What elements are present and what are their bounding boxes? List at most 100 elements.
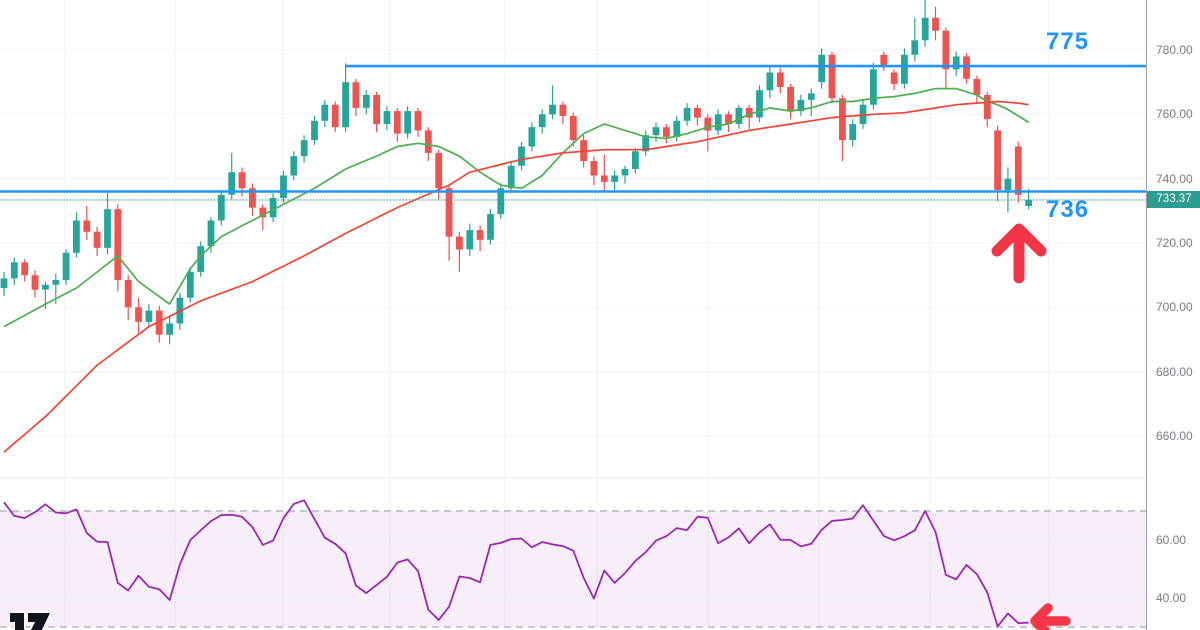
candle-body: [983, 95, 991, 120]
candle-body: [797, 99, 805, 112]
candle-body: [73, 220, 80, 253]
candle-body: [1004, 178, 1012, 190]
candle-body: [590, 161, 598, 176]
candle-body: [300, 140, 308, 157]
rsi-line[interactable]: [3, 499, 1029, 628]
candle-body: [311, 120, 318, 141]
candle-body: [1014, 146, 1022, 195]
candle-body: [207, 220, 215, 247]
price-axis[interactable]: 733.37 780.00 760.00 740.00 720.00 700.00 680…: [1146, 0, 1200, 630]
candle-body: [880, 54, 888, 67]
candle-body: [611, 175, 619, 182]
price-axis-label: 780.00: [1156, 43, 1193, 57]
candle-body: [166, 323, 173, 335]
candle-body: [352, 82, 360, 108]
candle-body: [569, 115, 577, 140]
candle-body: [145, 310, 153, 322]
candle-body: [228, 172, 236, 195]
candle-body: [269, 198, 277, 218]
price-axis-label: 720.00: [1156, 236, 1193, 250]
candle-body: [487, 214, 494, 240]
candle-body: [694, 107, 701, 118]
candle-body: [114, 209, 122, 280]
candle-body: [839, 98, 846, 141]
ma-fast-line[interactable]: [3, 87, 1030, 328]
candle-body: [828, 54, 836, 99]
candle-body: [414, 111, 422, 131]
candle-body: [342, 82, 349, 128]
level-label-775[interactable]: 775: [1046, 28, 1090, 55]
candle-body: [559, 104, 567, 116]
candle-body: [1025, 200, 1032, 206]
candle-body: [21, 262, 29, 276]
candle-body: [673, 120, 681, 137]
price-axis-label: 680.00: [1156, 364, 1193, 379]
tradingview-logo[interactable]: [8, 611, 52, 630]
candle-body: [238, 172, 246, 189]
tradingview-logo-glyph: [8, 611, 26, 630]
level-label-736[interactable]: 736: [1046, 196, 1090, 223]
candle-body: [155, 310, 163, 335]
candle-body: [704, 117, 712, 131]
candle-body: [994, 130, 1001, 190]
price-axis-label: 740.00: [1156, 171, 1193, 186]
candle-body: [321, 104, 329, 121]
candle-body: [104, 209, 111, 248]
candle-body: [683, 107, 691, 121]
candle-body: [466, 230, 474, 250]
candle-body: [911, 40, 919, 55]
arrow-up-annotation[interactable]: [991, 223, 1047, 284]
candle-body: [870, 69, 877, 105]
candle-body: [600, 175, 608, 182]
candle-body: [217, 194, 225, 221]
candle-body: [652, 127, 660, 136]
candle-body: [31, 275, 39, 290]
candle-body: [756, 90, 763, 118]
candle-body: [921, 17, 929, 41]
candle-body: [507, 165, 515, 189]
candle-body: [766, 72, 774, 91]
candle-body: [124, 280, 132, 308]
candle-body: [497, 188, 505, 214]
candle-body: [62, 252, 70, 280]
ma-slow-line[interactable]: [3, 100, 1029, 453]
rsi-axis-label: 60.00: [1156, 533, 1187, 547]
candle-body: [373, 95, 380, 124]
price-axis-label: 700.00: [1156, 300, 1193, 315]
candle-body: [745, 107, 753, 118]
candle-body: [807, 93, 815, 100]
candle-body: [0, 278, 8, 289]
candle-body: [424, 130, 432, 153]
candle-body: [528, 127, 536, 147]
candle-body: [849, 124, 857, 141]
candle-body: [932, 17, 939, 31]
candle-body: [714, 114, 722, 131]
candle-body: [632, 151, 639, 169]
rsi-axis-label: 40.00: [1156, 591, 1187, 605]
candle-body: [621, 169, 629, 176]
candle-body: [538, 114, 546, 128]
candle-body: [93, 231, 101, 248]
candle-body: [280, 175, 287, 198]
price-axis-label: 660.00: [1156, 429, 1193, 443]
candle-body: [135, 307, 142, 322]
candle-body: [52, 280, 60, 285]
candle-body: [186, 272, 194, 298]
candle-body: [83, 220, 91, 232]
candle-body: [890, 72, 898, 84]
candle-body: [197, 246, 205, 272]
candle-body: [42, 284, 49, 290]
candle-body: [549, 104, 556, 115]
candle-body: [942, 30, 950, 70]
candle-body: [290, 156, 298, 176]
last-price-badge: 733.37: [1147, 191, 1200, 209]
rsi-band: [0, 511, 1146, 627]
candle-body: [445, 188, 453, 237]
candle-body: [735, 107, 743, 124]
candle-body: [362, 95, 370, 108]
candle-body: [404, 111, 412, 134]
tradingview-logo-glyph: [26, 611, 52, 630]
candle-body: [725, 114, 732, 124]
candle-body: [901, 54, 908, 84]
